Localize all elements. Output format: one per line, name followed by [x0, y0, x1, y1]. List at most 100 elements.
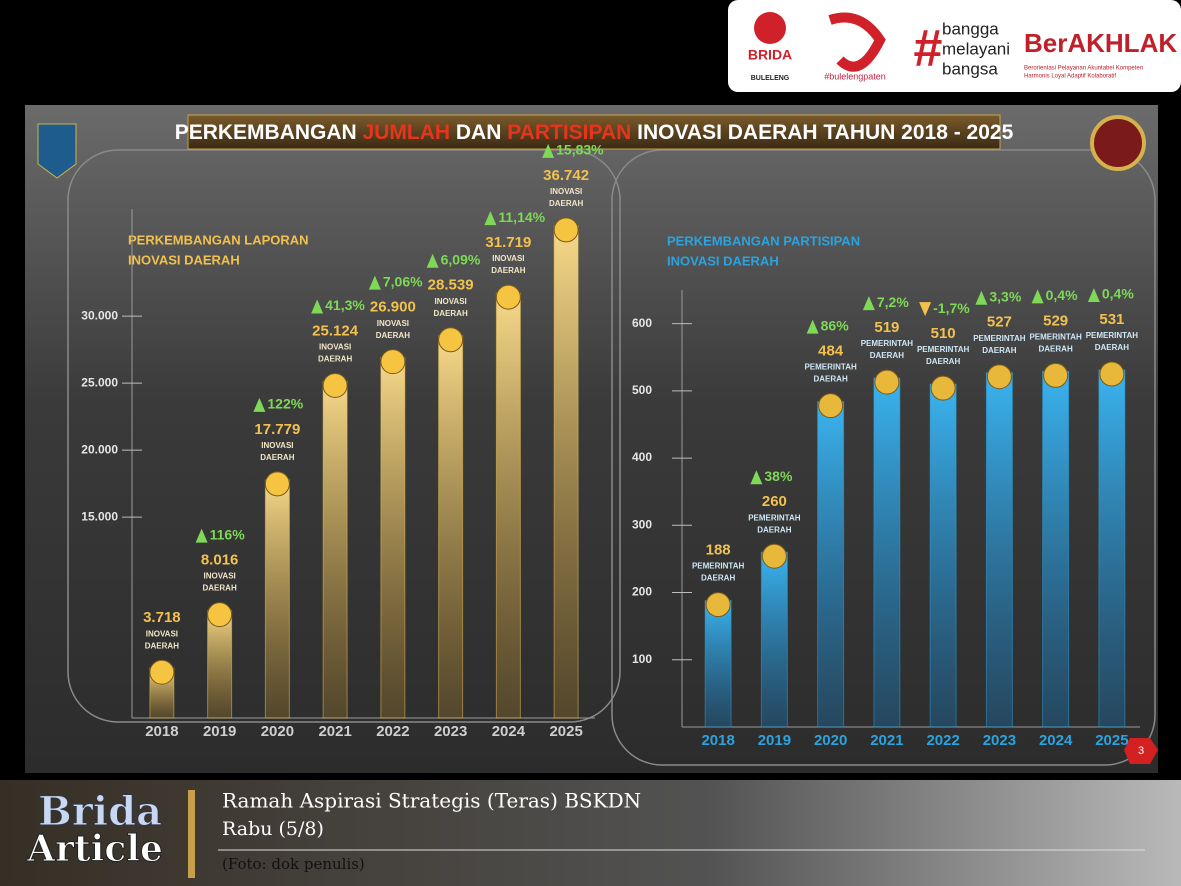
- brida-logo: [754, 12, 786, 44]
- y-tick-label: 25.000: [81, 375, 118, 389]
- bar-unit: DAERAH: [1095, 343, 1129, 352]
- caption-date: Rabu (5/8): [222, 818, 324, 840]
- bangga-text: melayani: [942, 39, 1010, 58]
- kabupaten-text: BULELENG: [751, 75, 790, 82]
- y-tick-label: 200: [632, 585, 652, 599]
- bar-unit: DAERAH: [982, 346, 1016, 355]
- growth-arrow: [253, 397, 266, 412]
- growth-arrow: [862, 296, 875, 311]
- divider: [188, 790, 195, 878]
- value-label: 25.124: [312, 322, 359, 339]
- bar-unit: PEMERINTAH: [917, 345, 970, 354]
- b-logo: [828, 12, 886, 72]
- bar-icon: [1099, 361, 1125, 387]
- value-label: 36.742: [543, 167, 589, 184]
- x-tick-label: 2019: [758, 732, 791, 749]
- growth-arrow: [542, 143, 555, 158]
- x-tick-label: 2018: [701, 732, 734, 749]
- bar-unit: PEMERINTAH: [861, 339, 914, 348]
- bar-unit: INOVASI: [261, 441, 293, 450]
- value-label: 26.900: [370, 299, 416, 316]
- bar-icon: [761, 543, 787, 569]
- growth-label: 116%: [210, 526, 246, 542]
- bar: [553, 225, 579, 719]
- x-tick-label: 2019: [203, 723, 236, 740]
- growth-arrow: [368, 275, 381, 290]
- x-tick-label: 2025: [549, 723, 582, 740]
- title-part: JUMLAH: [363, 121, 451, 144]
- bar-unit: DAERAH: [1039, 344, 1073, 353]
- brand-text: Article: [26, 828, 163, 870]
- badge: [1090, 115, 1146, 171]
- value-label: 519: [874, 319, 899, 336]
- title-part: INOVASI DAERAH TAHUN 2018 - 2025: [631, 121, 1013, 144]
- chart-title: INOVASI DAERAH: [128, 252, 240, 267]
- bar: [760, 551, 788, 728]
- bar-icon: [705, 592, 731, 618]
- growth-label: 15,83%: [556, 142, 604, 158]
- growth-arrow: [750, 470, 763, 485]
- slide-number-bg: [1124, 738, 1158, 764]
- bar: [438, 335, 464, 719]
- x-tick-label: 2020: [261, 723, 294, 740]
- bar-unit: PEMERINTAH: [804, 363, 857, 372]
- brida-text: BRIDA: [748, 47, 792, 63]
- bar: [929, 383, 957, 728]
- bar-icon: [986, 364, 1012, 390]
- growth-label: 6,09%: [441, 251, 481, 267]
- y-tick-label: 500: [632, 383, 652, 397]
- x-tick-label: 2024: [492, 723, 526, 740]
- caption-band: [0, 780, 1181, 886]
- bar: [1042, 370, 1070, 728]
- growth-arrow: [806, 319, 819, 334]
- y-tick-label: 20.000: [81, 442, 118, 456]
- bar-unit: INOVASI: [550, 187, 582, 196]
- berakhlak-text: BerAKHLAK: [1024, 28, 1177, 58]
- logo-box: [728, 0, 1181, 92]
- bar-icon: [818, 393, 844, 419]
- bar-unit: DAERAH: [203, 584, 237, 593]
- bar-icon: [380, 349, 406, 375]
- slide-number: 3: [1138, 745, 1144, 757]
- bar-unit: DAERAH: [757, 525, 791, 534]
- growth-label: -1,7%: [933, 300, 970, 316]
- growth-arrow: [975, 290, 988, 305]
- value-label: 529: [1043, 312, 1068, 329]
- tagline: #bulelengpaten: [824, 71, 886, 81]
- bar-unit: INOVASI: [377, 319, 409, 328]
- bar-unit: DAERAH: [926, 357, 960, 366]
- growth-label: 11,14%: [498, 209, 545, 225]
- bar-icon: [874, 369, 900, 395]
- title-bar: [187, 114, 1001, 150]
- growth-label: 38%: [764, 468, 793, 484]
- y-tick-label: 100: [632, 652, 652, 666]
- bar-icon: [149, 659, 175, 685]
- bar-unit: DAERAH: [549, 199, 583, 208]
- x-tick-label: 2021: [870, 732, 903, 749]
- title-part: PARTISIPAN: [507, 121, 631, 144]
- value-label: 260: [762, 493, 787, 510]
- bar-unit: DAERAH: [318, 355, 352, 364]
- bar-unit: DAERAH: [870, 351, 904, 360]
- caption-title: Ramah Aspirasi Strategis (Teras) BSKDN: [222, 789, 641, 813]
- x-tick-label: 2020: [814, 732, 847, 749]
- charts: PERKEMBANGAN LAPORAN INOVASI DAERAH 15.000…: [81, 142, 1140, 749]
- x-tick-label: 2022: [926, 732, 959, 749]
- bar-icon: [495, 284, 521, 310]
- growth-label: 0,4%: [1046, 287, 1078, 303]
- chart-title: INOVASI DAERAH: [667, 253, 779, 268]
- value-label: 484: [818, 343, 844, 360]
- x-tick-label: 2025: [1095, 732, 1128, 749]
- bar-unit: DAERAH: [814, 375, 848, 384]
- growth-label: 0,4%: [1102, 286, 1134, 302]
- x-tick-label: 2023: [434, 723, 467, 740]
- bar: [322, 380, 348, 719]
- bar-unit: PEMERINTAH: [692, 562, 745, 571]
- x-tick-label: 2023: [983, 732, 1016, 749]
- x-tick-label: 2024: [1039, 732, 1073, 749]
- y-tick-label: 30.000: [81, 308, 118, 322]
- bangga-text: bangga: [942, 19, 999, 38]
- y-tick-label: 300: [632, 517, 652, 531]
- caption-credit: (Foto: dok penulis): [222, 855, 365, 873]
